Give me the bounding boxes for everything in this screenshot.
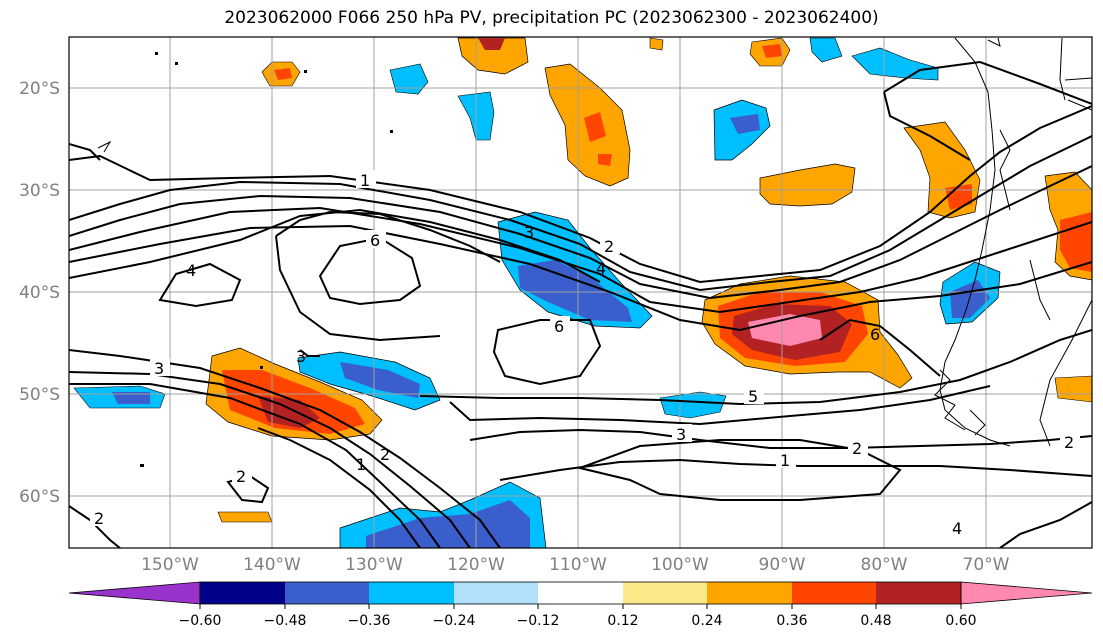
- lon-label: 120°W: [447, 555, 505, 575]
- contour-label: 3: [296, 347, 306, 366]
- lon-label: 80°W: [861, 555, 908, 575]
- colorbar-extend-min: [68, 581, 201, 605]
- colorbar-segment: [285, 582, 369, 604]
- contour-label: 1: [360, 171, 370, 190]
- lat-label: 40°S: [19, 283, 60, 303]
- lon-label: 130°W: [345, 555, 403, 575]
- colorbar-segment: [454, 582, 538, 604]
- contour-label: 4: [952, 519, 962, 538]
- colorbar-tick-label: −0.24: [433, 613, 476, 629]
- colorbar-tick-label: −0.36: [348, 613, 391, 629]
- precip-blobs: [73, 37, 1092, 548]
- contour-label: 2: [1064, 433, 1074, 452]
- lat-label: 50°S: [19, 385, 60, 405]
- precip-blob-positive: [762, 44, 782, 58]
- colorbar-segment: [369, 582, 454, 604]
- contour-labels: 1 6 3 2 4 6 3 6 5 3 1 2 3 2 1 2 2: [90, 170, 1080, 538]
- precip-blob-positive: [759, 163, 856, 207]
- colorbar-tick-label: 0.12: [607, 613, 638, 629]
- colorbar-tick-label: 0.24: [691, 613, 722, 629]
- contour-label: 5: [748, 387, 758, 406]
- latitude-labels: 20°S 30°S 40°S 50°S 60°S: [19, 79, 60, 507]
- precip-blob-positive: [584, 112, 606, 142]
- colorbar-extend-max: [960, 581, 1093, 605]
- contour-label: 2: [604, 237, 614, 256]
- lat-label: 20°S: [19, 79, 60, 99]
- precip-blob-positive: [748, 314, 822, 346]
- contour-label: 3: [676, 425, 686, 444]
- colorbar-segment: [792, 582, 876, 604]
- colorbar-tick-label: 0.36: [776, 613, 807, 629]
- longitude-labels: 150°W 140°W 130°W 120°W 110°W 100°W 90°W…: [141, 555, 1010, 575]
- colorbar-segment: [707, 582, 792, 604]
- contour-label: 6: [554, 317, 564, 336]
- precip-blob-positive: [649, 37, 664, 51]
- lat-label: 30°S: [19, 181, 60, 201]
- lon-label: 150°W: [141, 555, 199, 575]
- precip-blob-negative: [851, 47, 939, 81]
- contour-label: 3: [524, 223, 534, 242]
- map-title: 2023062000 F066 250 hPa PV, precipitatio…: [224, 8, 879, 28]
- precip-blob-negative: [366, 500, 530, 548]
- contour-label: 2: [380, 445, 390, 464]
- precip-blob-positive: [1054, 375, 1092, 403]
- precip-blob-positive: [258, 396, 320, 428]
- map-field: 1 6 3 2 4 6 3 6 5 3 1 2 3 2 1 2 2: [69, 37, 1092, 548]
- precip-blob-negative: [809, 37, 843, 63]
- colorbar-tick-label: 0.60: [945, 613, 976, 629]
- precip-blob-positive: [1060, 212, 1092, 272]
- contour-label: 1: [356, 455, 366, 474]
- contour-label: 6: [370, 231, 380, 250]
- precip-blob-negative: [340, 362, 420, 398]
- pv-contours: [69, 60, 1092, 548]
- plot-frame: [68, 36, 1093, 549]
- precip-blob-positive: [217, 511, 273, 523]
- contour-label: 6: [870, 325, 880, 344]
- precip-blob-positive: [274, 68, 292, 80]
- lon-label: 100°W: [651, 555, 709, 575]
- precip-blob-positive: [478, 38, 505, 50]
- contour-label: 2: [852, 439, 862, 458]
- colorbar-tick-label: −0.60: [179, 613, 222, 629]
- colorbar-tick-label: −0.12: [517, 613, 560, 629]
- contour-label: 1: [780, 451, 790, 470]
- precip-blob-negative: [730, 114, 760, 134]
- precip-blob-positive: [598, 154, 612, 166]
- contour-label: 4: [186, 261, 196, 280]
- lat-label: 60°S: [19, 487, 60, 507]
- lon-label: 70°W: [963, 555, 1010, 575]
- contour-label: 3: [154, 359, 164, 378]
- contour-label: 4: [596, 259, 606, 278]
- contour-label: 2: [94, 509, 104, 528]
- precip-blob-negative: [112, 392, 150, 404]
- precip-blob-negative: [659, 391, 727, 419]
- lon-label: 140°W: [243, 555, 301, 575]
- lon-label: 110°W: [549, 555, 607, 575]
- lon-label: 90°W: [759, 555, 806, 575]
- colorbar-tick-label: 0.48: [860, 613, 891, 629]
- colorbar: −0.60 −0.48 −0.36 −0.24 −0.12 0.12 0.24 …: [68, 581, 1093, 629]
- colorbar-segment: [876, 582, 961, 604]
- precip-blob-negative: [518, 260, 632, 322]
- colorbar-segment: [200, 582, 285, 604]
- colorbar-tick-label: −0.48: [264, 613, 307, 629]
- contour-label: 2: [236, 467, 246, 486]
- precip-blob-negative: [389, 63, 429, 95]
- islands: [140, 52, 393, 467]
- colorbar-segment: [623, 582, 707, 604]
- colorbar-segment: [538, 582, 623, 604]
